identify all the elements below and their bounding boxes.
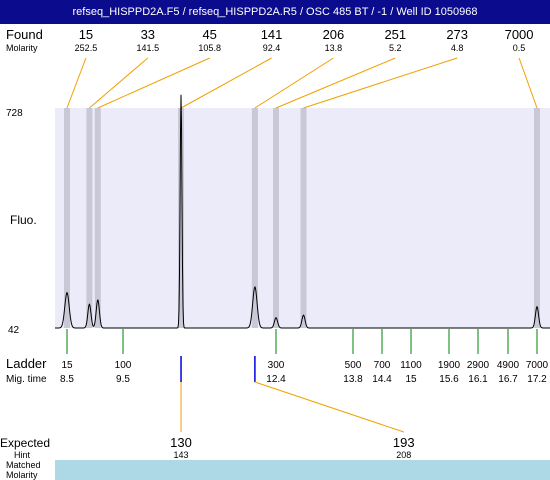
found-molarity-label: 13.8 (325, 43, 343, 53)
matched-row-bg (55, 460, 550, 470)
ladder-size-label: 300 (268, 360, 285, 371)
ladder-time-label: 8.5 (60, 374, 74, 385)
found-leader-line (66, 57, 87, 109)
ladder-time-label: 15.6 (439, 374, 459, 385)
found-size-label: 251 (384, 27, 406, 42)
molarity-bottom-label: Molarity (6, 470, 38, 480)
ladder-size-label: 15 (61, 360, 73, 371)
ladder-time-label: 16.1 (468, 374, 488, 385)
found-leader-line (89, 57, 149, 109)
ladder-size-label: 100 (115, 360, 132, 371)
ladder-size-label: 4900 (497, 360, 520, 371)
ladder-time-label: 13.8 (343, 374, 363, 385)
chart-header: refseq_HISPPD2A.F5 / refseq_HISPPD2A.R5 … (0, 0, 550, 24)
found-leader-line (97, 57, 210, 109)
found-molarity-label: 92.4 (263, 43, 281, 53)
peak-band (64, 108, 70, 328)
expected-size: 193 (393, 435, 415, 450)
fluo-label: Fluo. (10, 213, 37, 227)
expected-size: 130 (170, 435, 192, 450)
expected-label: Expected (0, 436, 50, 450)
peak-band (94, 108, 101, 328)
ladder-time-label: 15 (405, 374, 417, 385)
ladder-time-label: 16.7 (498, 374, 518, 385)
found-molarity-label: 141.5 (137, 43, 160, 53)
peak-band (300, 108, 307, 328)
found-label: Found (6, 27, 43, 42)
found-molarity-label: 252.5 (75, 43, 98, 53)
ladder-time-label: 17.2 (527, 374, 547, 385)
ladder-size-label: 500 (345, 360, 362, 371)
found-size-label: 15 (79, 27, 93, 42)
expected-hint: 143 (174, 450, 189, 460)
matched-label: Matched (6, 460, 41, 470)
ladder-size-label: 1100 (400, 360, 422, 371)
found-molarity-label: 105.8 (198, 43, 221, 53)
mig-time-label: Mig. time (6, 374, 47, 385)
fluorescence-trace (55, 94, 550, 329)
ladder-time-label: 12.4 (266, 374, 286, 385)
found-molarity-label: 5.2 (389, 43, 402, 53)
y-max-label: 728 (6, 108, 23, 119)
found-molarity-label: 0.5 (513, 43, 526, 53)
found-size-label: 7000 (505, 27, 534, 42)
ladder-size-label: 7000 (526, 360, 549, 371)
hint-label: Hint (14, 450, 31, 460)
y-min-label: 42 (8, 325, 20, 336)
found-leader-line (275, 57, 396, 109)
peak-band (273, 108, 279, 328)
peak-band (86, 108, 93, 328)
ladder-size-label: 1900 (438, 360, 461, 371)
found-size-label: 206 (323, 27, 345, 42)
found-size-label: 273 (446, 27, 468, 42)
molarity-row-bg (55, 470, 550, 480)
peak-band (251, 108, 258, 328)
found-molarity-label: 4.8 (451, 43, 464, 53)
peak-band (178, 108, 185, 328)
found-leader-line (303, 57, 458, 109)
ladder-size-label: 2900 (467, 360, 490, 371)
peak-band (534, 108, 540, 328)
ladder-time-label: 14.4 (372, 374, 392, 385)
found-leader-line (180, 57, 272, 109)
found-size-label: 33 (141, 27, 155, 42)
expected-hint: 208 (396, 450, 411, 460)
ladder-size-label: 700 (374, 360, 391, 371)
found-size-label: 45 (202, 27, 216, 42)
ladder-time-label: 9.5 (116, 374, 130, 385)
molarity-label: Molarity (6, 43, 38, 53)
found-leader-line (518, 57, 538, 109)
ladder-label: Ladder (6, 356, 47, 371)
expected-leader-line (254, 381, 404, 433)
found-leader-line (254, 57, 334, 109)
found-size-label: 141 (261, 27, 283, 42)
